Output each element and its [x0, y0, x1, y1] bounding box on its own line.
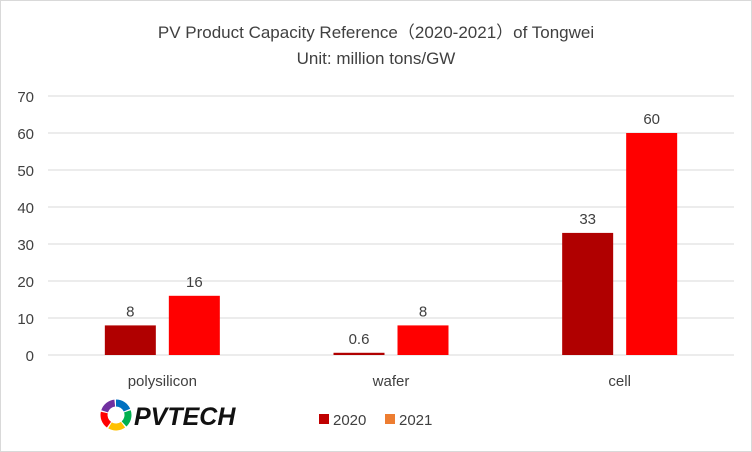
bar-cell-2021: [626, 133, 678, 355]
legend-swatch: [385, 414, 395, 424]
y-tick-label: 60: [17, 126, 34, 143]
legend-label: 2021: [399, 412, 432, 429]
logo-ring-segment: [115, 399, 131, 412]
y-tick-label: 50: [17, 163, 34, 180]
chart-subtitle: Unit: million tons/GW: [297, 49, 456, 68]
logo-ring-segment: [108, 421, 126, 431]
legend-label: 2020: [333, 412, 366, 429]
data-label: 0.6: [349, 331, 370, 348]
y-tick-label: 40: [17, 200, 34, 217]
chart-title: PV Product Capacity Reference（2020-2021）…: [158, 23, 594, 42]
bar-polysilicon-2021: [168, 295, 220, 355]
y-tick-label: 10: [17, 311, 34, 328]
legend-swatch: [319, 414, 329, 424]
x-axis-ticks: polysilicon wafer cell: [128, 373, 631, 390]
gridlines: [48, 95, 734, 356]
pvtech-logo: PVTECH: [100, 399, 236, 431]
bar-cell-2020: [562, 232, 614, 355]
logo-text: PVTECH: [134, 403, 236, 431]
data-label: 60: [643, 111, 660, 128]
y-tick-label: 0: [26, 348, 34, 365]
y-tick-label: 70: [17, 89, 34, 106]
logo-ring-segment: [101, 399, 116, 413]
data-label: 16: [186, 274, 203, 291]
x-tick-label: cell: [608, 373, 631, 390]
logo-ring-segment: [100, 411, 112, 428]
x-tick-label: wafer: [372, 373, 410, 390]
bar-wafer-2021: [397, 325, 449, 355]
bar-wafer-2020: [333, 352, 385, 355]
y-axis-ticks: 0 10 20 30 40 50 60 70: [17, 89, 34, 365]
y-tick-label: 20: [17, 274, 34, 291]
x-tick-label: polysilicon: [128, 373, 197, 390]
bars: 8 16 0.6 8 33 60: [104, 111, 678, 355]
legend: 2020 2021: [319, 412, 432, 429]
data-label: 8: [419, 303, 427, 320]
data-label: 8: [126, 303, 134, 320]
data-label: 33: [579, 211, 596, 228]
y-tick-label: 30: [17, 237, 34, 254]
bar-polysilicon-2020: [104, 325, 156, 355]
logo-ring-segment: [121, 410, 132, 427]
